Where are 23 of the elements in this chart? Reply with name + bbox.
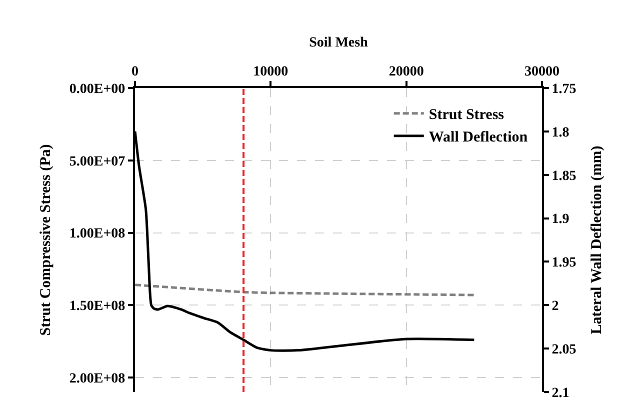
- x-tick-label: 10000: [253, 64, 288, 80]
- x-tick-label: 30000: [524, 64, 560, 80]
- y2-tick-label: 2: [552, 299, 559, 314]
- x-tick-label: 0: [132, 64, 138, 80]
- y2-tick-label: 1.75: [552, 82, 576, 97]
- y2-tick-label: 1.85: [552, 168, 576, 184]
- y2-tick-label: 1.95: [552, 256, 576, 271]
- y-tick-label: 2.00E+08: [69, 371, 126, 386]
- y2-tick-label: 1.8: [552, 125, 570, 140]
- x-tick-label: 20000: [388, 64, 424, 80]
- y2-tick-label: 2.1: [552, 386, 570, 401]
- y-tick-label: 1.00E+08: [69, 226, 126, 242]
- x-axis-title: Soil Mesh: [309, 36, 368, 50]
- y-axis-title: Strut Compressive Stress (Pa): [38, 144, 54, 336]
- y-tick-label: 0.00E+00: [69, 82, 126, 97]
- legend-label: Wall Deflection: [428, 130, 528, 146]
- y2-tick-label: 2.05: [552, 342, 576, 358]
- y-tick-label: 5.00E+07: [69, 154, 126, 170]
- legend-label: Strut Stress: [428, 107, 504, 124]
- y2-tick-label: 1.9: [552, 212, 570, 228]
- y2-axis-title: Lateral Wall Deflection (mm): [588, 146, 605, 334]
- line-series: [135, 284, 476, 296]
- y-tick-label: 1.50E+08: [69, 299, 126, 314]
